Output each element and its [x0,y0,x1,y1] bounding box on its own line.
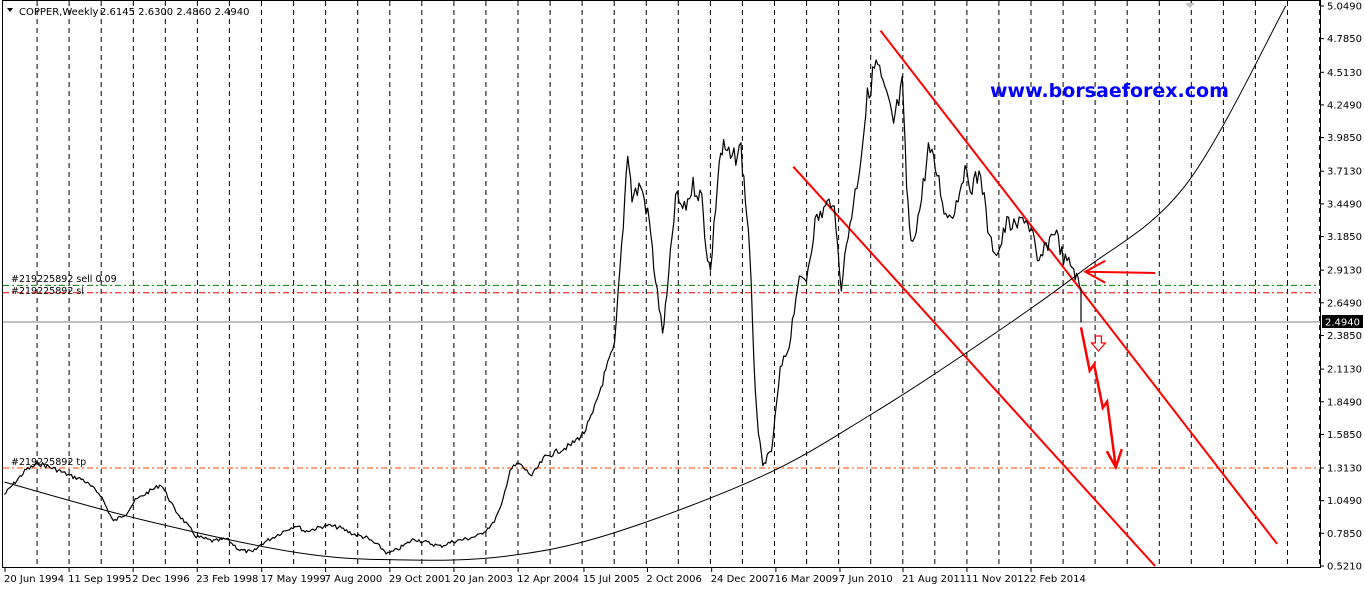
y-tick-label: 0.7850 [1327,529,1362,540]
x-tick-label: 20 Jan 2003 [453,574,513,585]
y-tick-label: 2.9130 [1327,266,1362,277]
zigzag-arrow-head [1105,448,1123,471]
y-tick-label: 0.5210 [1327,562,1362,573]
y-tick-label: 4.2490 [1327,100,1362,111]
x-tick-label: 29 Oct 2001 [389,574,451,585]
y-tick-label: 3.9850 [1327,133,1362,144]
order-levels: #219225892 sell 0.09#219225892 sl #219225… [3,274,1320,469]
order-level-label: #219225892 tp [11,457,86,468]
copper-price-line [3,59,1082,555]
y-tick-label: 2.6490 [1327,298,1362,309]
x-tick-label: 23 Feb 1998 [196,574,258,585]
x-tick-label: 24 Dec 2007 [711,574,775,585]
current-price-label: 2.4940 [1325,318,1360,329]
left-arrow[interactable] [1085,270,1156,274]
y-tick-label: 1.0490 [1327,496,1362,507]
price-series [3,59,1082,555]
x-tick-label: 7 Jun 2010 [839,574,893,585]
x-tick-label: 7 Aug 2000 [325,574,383,585]
y-tick-label: 2.3850 [1327,331,1362,342]
current-price-badge [1322,315,1363,328]
drawn-objects [4,5,1287,567]
x-tick-label: 20 Jun 1994 [4,574,64,585]
y-tick-label: 3.7130 [1327,167,1362,178]
channel-lower-line[interactable] [792,166,1156,567]
time-axis: 20 Jun 1994 11 Sep 1995 2 Dec 1996 23 Feb 1… [4,567,1086,585]
x-tick-label: 21 Aug 2011 [902,574,966,585]
annotation-arrows [1079,259,1156,471]
y-tick-label: 3.1850 [1327,232,1362,243]
y-tick-label: 4.7850 [1327,34,1362,45]
vertical-gridlines [36,1,1321,567]
symbol-dropdown-icon[interactable] [7,8,13,12]
chart-ohlc-label: 2.6145 2.6300 2.4860 2.4940 [100,7,250,18]
x-tick-label: 2 Dec 1996 [132,574,190,585]
y-tick-label: 5.0490 [1327,2,1362,13]
order-level-label: #219225892 sl [11,286,84,297]
x-tick-label: 17 May 1999 [261,574,326,585]
website-watermark: www.borsaeforex.com [990,80,1229,102]
y-tick-label: 1.8490 [1327,397,1362,408]
y-tick-label: 2.1130 [1327,365,1362,376]
plot-area-border [2,0,1321,568]
channel-upper-line[interactable] [879,29,1278,545]
y-tick-label: 3.4490 [1327,199,1362,210]
chart-symbol-label: COPPER,Weekly [19,7,99,18]
x-tick-label: 15 Jul 2005 [583,574,640,585]
down-arrow-icon[interactable] [1090,335,1107,352]
y-tick-label: 1.5850 [1327,430,1362,441]
x-tick-label: 16 Mar 2009 [775,574,838,585]
chart-shift-marker[interactable] [1185,3,1195,8]
left-arrow-head [1083,259,1106,284]
zigzag-down-arrow[interactable] [1079,327,1118,468]
x-tick-label: 2 Oct 2006 [646,574,701,585]
x-tick-label: 11 Sep 1995 [68,574,131,585]
y-tick-label: 4.5130 [1327,68,1362,79]
y-tick-label: 1.3130 [1327,464,1362,475]
x-tick-label: 2 Feb 2014 [1030,574,1086,585]
order-level-label: #219225892 sell 0.09 [11,274,117,285]
parabolic-curve[interactable] [4,5,1287,561]
price-axis: 5.0490 4.7850 4.5130 4.2490 3.9850 3.7130 3.44… [1320,2,1363,573]
x-tick-label: 12 Apr 2004 [517,574,579,585]
x-tick-label: 11 Nov 2012 [966,574,1030,585]
